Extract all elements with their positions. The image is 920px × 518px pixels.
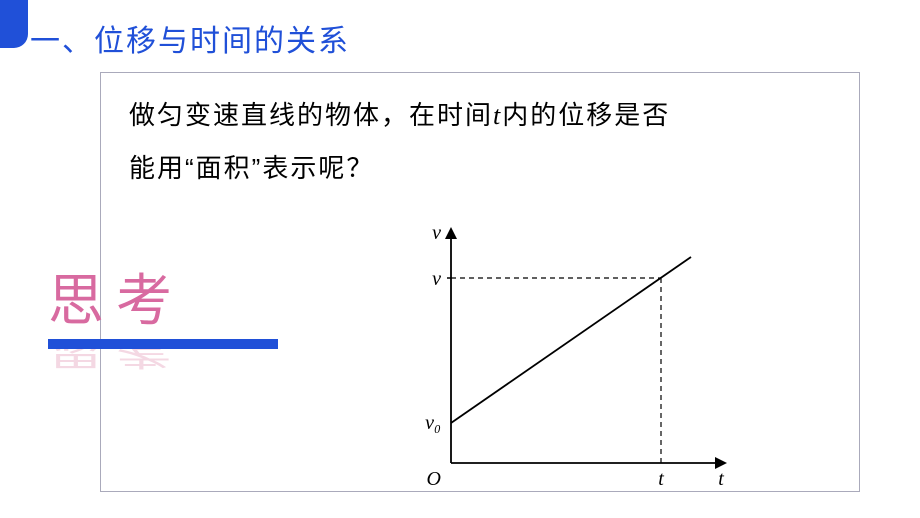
y-axis-arrow <box>445 227 457 239</box>
question-text: 做匀变速直线的物体，在时间t内的位移是否 能用“面积”表示呢？ <box>129 89 831 194</box>
q-line2: 能用“面积”表示呢？ <box>129 153 374 183</box>
velocity-line <box>451 257 691 423</box>
accent-tab <box>0 0 28 48</box>
v-label: v <box>432 268 441 290</box>
think-callout: 思考 思考 <box>48 256 278 349</box>
think-label: 思考 <box>48 256 278 337</box>
v0-label: v₀ <box>425 412 441 434</box>
q-line1a: 做匀变速直线的物体，在时间 <box>129 100 493 130</box>
x-axis-label: t <box>718 468 724 490</box>
section-heading: 一、位移与时间的关系 <box>30 16 350 60</box>
q-var-t: t <box>493 101 502 130</box>
origin-label: O <box>427 468 441 490</box>
q-line1b: 内的位移是否 <box>502 100 670 130</box>
think-underline <box>48 339 278 349</box>
velocity-time-graph: v v v₀ O t t <box>401 223 741 493</box>
y-axis-label: v <box>432 223 441 244</box>
t-point-label: t <box>658 468 664 490</box>
